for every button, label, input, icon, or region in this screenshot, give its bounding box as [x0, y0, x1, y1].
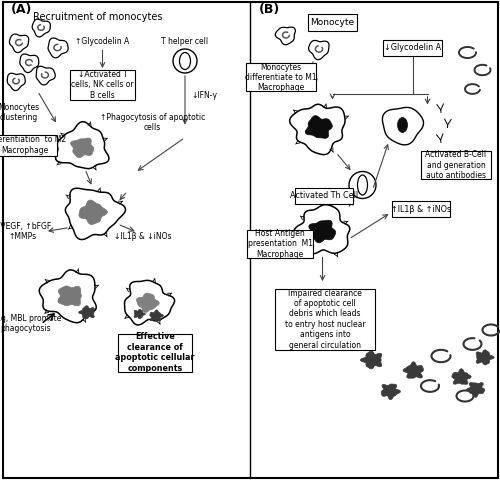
Text: Monocytes
clustering: Monocytes clustering: [0, 103, 40, 122]
Polygon shape: [305, 116, 332, 138]
Text: Recruitment of monocytes: Recruitment of monocytes: [33, 12, 162, 22]
Ellipse shape: [180, 52, 190, 70]
Text: Activated Th Cell: Activated Th Cell: [290, 192, 358, 201]
Polygon shape: [134, 310, 145, 319]
Polygon shape: [40, 270, 96, 323]
Polygon shape: [78, 306, 94, 319]
Polygon shape: [403, 362, 423, 378]
FancyBboxPatch shape: [295, 188, 353, 204]
Text: Monocyte: Monocyte: [310, 18, 354, 27]
Polygon shape: [382, 108, 424, 145]
Polygon shape: [382, 384, 400, 400]
Text: ↑Glycodelin A: ↑Glycodelin A: [76, 37, 130, 46]
FancyBboxPatch shape: [246, 63, 316, 92]
FancyBboxPatch shape: [383, 39, 442, 56]
Polygon shape: [10, 34, 29, 53]
FancyBboxPatch shape: [247, 230, 313, 258]
Polygon shape: [20, 54, 39, 72]
Polygon shape: [360, 351, 382, 369]
Polygon shape: [294, 204, 350, 254]
Text: ↓Activated T
cells, NK cells or
B cells: ↓Activated T cells, NK cells or B cells: [71, 70, 134, 100]
Polygon shape: [276, 27, 295, 45]
Text: Host Antigen
presentation  M1
Macrophage: Host Antigen presentation M1 Macrophage: [248, 229, 312, 259]
Polygon shape: [32, 19, 50, 37]
Text: Impaired clearance
of apoptotic cell
debris which leads
to entry host nuclear
an: Impaired clearance of apoptotic cell deb…: [284, 288, 366, 349]
Text: ↓IFN-γ: ↓IFN-γ: [191, 91, 217, 99]
FancyBboxPatch shape: [308, 14, 358, 31]
Polygon shape: [124, 280, 174, 325]
FancyBboxPatch shape: [392, 201, 450, 217]
FancyBboxPatch shape: [70, 70, 135, 100]
Polygon shape: [58, 286, 82, 306]
Text: ↓IL1β & ↓iNOs: ↓IL1β & ↓iNOs: [114, 232, 171, 241]
Polygon shape: [136, 293, 159, 312]
Polygon shape: [150, 310, 164, 321]
Text: ↓Glycodelin A: ↓Glycodelin A: [384, 43, 441, 52]
Polygon shape: [308, 40, 329, 60]
Polygon shape: [36, 66, 56, 85]
Text: Monocytes
differentiate to M1
Macrophage: Monocytes differentiate to M1 Macrophage: [245, 62, 317, 92]
Polygon shape: [79, 200, 108, 225]
Text: (A): (A): [11, 2, 32, 15]
Ellipse shape: [398, 118, 407, 132]
Text: ↑Phagocytosis of apoptotic
cells: ↑Phagocytosis of apoptotic cells: [100, 113, 205, 132]
Text: ↑VEGF, ↑bFGF
↑MMPs: ↑VEGF, ↑bFGF ↑MMPs: [0, 222, 51, 241]
Polygon shape: [466, 383, 485, 397]
Text: T helper cell: T helper cell: [162, 37, 208, 46]
Polygon shape: [56, 122, 109, 168]
Polygon shape: [66, 188, 126, 240]
FancyBboxPatch shape: [276, 288, 375, 349]
Circle shape: [349, 171, 376, 199]
Text: (B): (B): [259, 2, 280, 15]
Polygon shape: [48, 38, 68, 58]
Polygon shape: [476, 350, 494, 365]
FancyBboxPatch shape: [118, 334, 192, 372]
Polygon shape: [309, 220, 336, 243]
Polygon shape: [70, 138, 94, 157]
FancyBboxPatch shape: [421, 151, 491, 179]
Circle shape: [173, 49, 197, 73]
Text: Effective
clearance of
apoptotic cellular
components: Effective clearance of apoptotic cellula…: [115, 332, 195, 372]
Polygon shape: [290, 104, 345, 155]
Text: C1q, MBL promote
phagocytosis: C1q, MBL promote phagocytosis: [0, 313, 61, 333]
Text: Differentiation  to M2
Macrophage: Differentiation to M2 Macrophage: [0, 135, 66, 155]
FancyBboxPatch shape: [0, 134, 57, 156]
Polygon shape: [8, 73, 26, 91]
Ellipse shape: [358, 175, 368, 195]
Text: ↑IL1β & ↑iNOs: ↑IL1β & ↑iNOs: [391, 204, 451, 214]
Polygon shape: [452, 369, 471, 384]
Text: Activated B-Cell
and generation
auto antibodies: Activated B-Cell and generation auto ant…: [426, 150, 486, 180]
